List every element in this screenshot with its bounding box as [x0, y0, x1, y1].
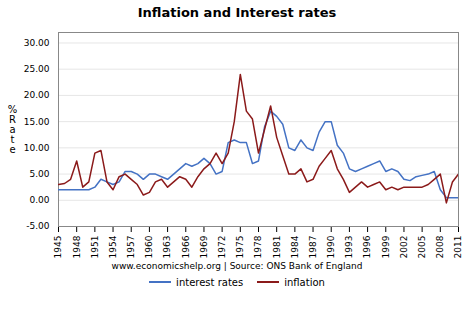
svg-text:1981: 1981 — [272, 236, 282, 259]
svg-text:5.00: 5.00 — [29, 169, 49, 179]
svg-text:1984: 1984 — [290, 235, 300, 258]
svg-text:1978: 1978 — [253, 235, 263, 258]
svg-text:1951: 1951 — [90, 236, 100, 259]
svg-text:20.00: 20.00 — [24, 90, 50, 100]
svg-text:2005: 2005 — [417, 236, 427, 259]
svg-text:1987: 1987 — [308, 236, 318, 259]
svg-text:%Rate: %Rate — [8, 104, 18, 155]
svg-text:1954: 1954 — [108, 235, 118, 258]
svg-text:1993: 1993 — [344, 236, 354, 259]
svg-text:1990: 1990 — [326, 235, 336, 258]
svg-text:10.00: 10.00 — [24, 143, 50, 153]
html-text:inflation: inflation — [284, 276, 325, 288]
svg-text:1957: 1957 — [126, 236, 136, 259]
svg-text:2002: 2002 — [399, 236, 409, 259]
svg-text:1972: 1972 — [217, 236, 227, 259]
svg-text:1948: 1948 — [72, 235, 82, 258]
svg-text:1969: 1969 — [199, 235, 209, 258]
svg-text:2011: 2011 — [453, 236, 463, 259]
svg-text:1960: 1960 — [144, 235, 154, 258]
svg-text:15.00: 15.00 — [24, 117, 50, 127]
svg-text:1996: 1996 — [362, 235, 372, 258]
svg-text:1966: 1966 — [181, 235, 191, 258]
html-text:interest rates: interest rates — [176, 276, 244, 288]
svg-text:1999: 1999 — [381, 235, 391, 258]
svg-text:30.00: 30.00 — [24, 38, 50, 48]
svg-text:1945: 1945 — [53, 236, 63, 259]
svg-text:0.00: 0.00 — [29, 195, 49, 205]
html-text:Inflation and Interest rates: Inflation and Interest rates — [137, 5, 337, 20]
svg-text:1975: 1975 — [235, 236, 245, 259]
svg-text:-5.00: -5.00 — [26, 221, 50, 231]
svg-text:1963: 1963 — [162, 236, 172, 259]
html-text:www.economicshelp.org | Source: www.economicshelp.org | Source: ONS Bank… — [111, 261, 363, 271]
svg-text:2008: 2008 — [435, 235, 445, 258]
svg-text:25.00: 25.00 — [24, 64, 50, 74]
